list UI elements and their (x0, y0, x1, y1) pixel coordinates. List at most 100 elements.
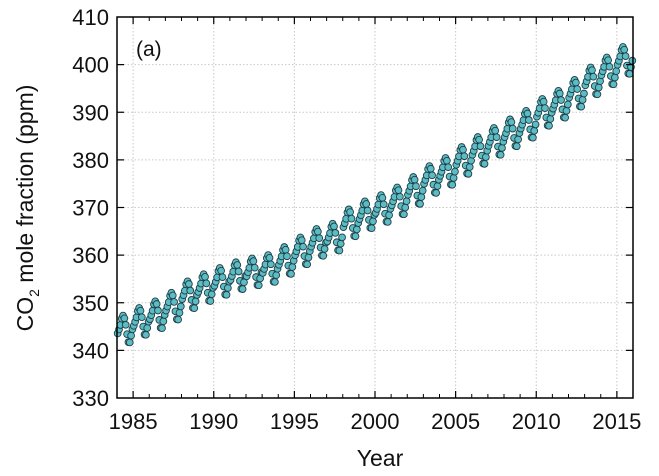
data-point (508, 124, 517, 133)
data-point (609, 80, 618, 89)
x-tick-label: 2010 (512, 409, 561, 434)
data-point (480, 159, 489, 168)
data-point (362, 200, 371, 208)
data-point (412, 182, 420, 191)
data-point (319, 251, 328, 260)
ticks (116, 17, 634, 398)
data-point (514, 135, 522, 144)
data-points (113, 43, 637, 347)
data-point (331, 229, 340, 237)
data-point (621, 52, 630, 61)
y-tick-label: 390 (72, 100, 109, 125)
data-point (206, 297, 215, 305)
data-point (588, 66, 596, 75)
data-point (186, 286, 195, 295)
data-point (417, 193, 426, 201)
data-point (496, 150, 505, 159)
y-axis-title-sub: 2 (26, 289, 42, 297)
data-point (476, 142, 485, 151)
x-tick-labels: 1985 1990 1995 2000 2005 2010 2015 (109, 409, 642, 434)
data-point (589, 72, 598, 81)
data-point (363, 206, 372, 215)
data-point (512, 142, 521, 151)
data-point (138, 313, 146, 322)
data-point (541, 104, 549, 112)
x-tick-label: 1985 (109, 409, 158, 434)
data-point (428, 171, 436, 180)
data-point (444, 163, 453, 172)
data-point (303, 260, 311, 269)
data-point (620, 45, 629, 54)
data-point (304, 253, 313, 262)
data-point (383, 218, 392, 226)
data-point (460, 152, 469, 161)
data-point (249, 257, 258, 266)
y-tick-label: 380 (72, 148, 109, 173)
y-tick-label: 400 (72, 53, 109, 78)
data-point (281, 245, 290, 254)
data-point (314, 227, 322, 236)
data-point (222, 290, 231, 299)
data-point (396, 192, 404, 201)
data-point (152, 300, 161, 308)
data-point (218, 273, 227, 282)
data-point (136, 306, 145, 315)
data-point (378, 193, 387, 202)
data-point (185, 280, 193, 288)
y-axis-title-main: CO (12, 297, 38, 332)
data-point (143, 324, 152, 332)
data-point (525, 116, 533, 124)
data-point (338, 233, 346, 242)
data-point (238, 285, 247, 293)
data-point (170, 298, 178, 306)
data-point (604, 56, 612, 65)
data-point (562, 106, 571, 115)
data-point (580, 89, 588, 98)
data-point (498, 144, 506, 152)
data-point (158, 324, 166, 333)
data-point (271, 278, 279, 286)
data-point (287, 270, 295, 278)
x-axis-title: Year (357, 445, 404, 471)
data-point (530, 126, 539, 135)
data-point (385, 211, 393, 219)
data-point (426, 164, 435, 173)
data-point (379, 200, 388, 209)
data-point (594, 83, 603, 92)
data-point (561, 113, 569, 122)
y-tick-labels: 330 340 350 360 370 380 390 400 410 (72, 5, 109, 411)
data-point (346, 208, 354, 216)
data-point (492, 133, 501, 142)
data-point (464, 169, 473, 178)
data-point (416, 199, 424, 208)
data-point (523, 109, 532, 118)
data-point (299, 242, 307, 251)
data-point (432, 189, 440, 197)
data-point (234, 267, 243, 276)
data-point (224, 284, 232, 292)
x-tick-label: 1995 (270, 409, 319, 434)
data-point (529, 133, 537, 142)
data-point (577, 102, 586, 111)
data-point (267, 260, 275, 269)
data-point (443, 156, 451, 165)
data-point (347, 214, 356, 223)
data-point (449, 174, 458, 182)
data-point (459, 145, 467, 154)
data-point (410, 175, 419, 184)
data-point (507, 118, 516, 126)
data-point (335, 246, 344, 255)
data-point (557, 96, 565, 104)
data-point (120, 314, 129, 323)
data-point (451, 167, 459, 176)
x-tick-label: 2005 (431, 409, 480, 434)
data-point (233, 261, 242, 269)
data-point (202, 279, 211, 288)
data-point (401, 203, 410, 212)
data-point (625, 69, 634, 78)
y-tick-label: 410 (72, 5, 109, 30)
data-point (121, 320, 130, 329)
data-point (448, 180, 457, 189)
data-point (207, 290, 216, 299)
